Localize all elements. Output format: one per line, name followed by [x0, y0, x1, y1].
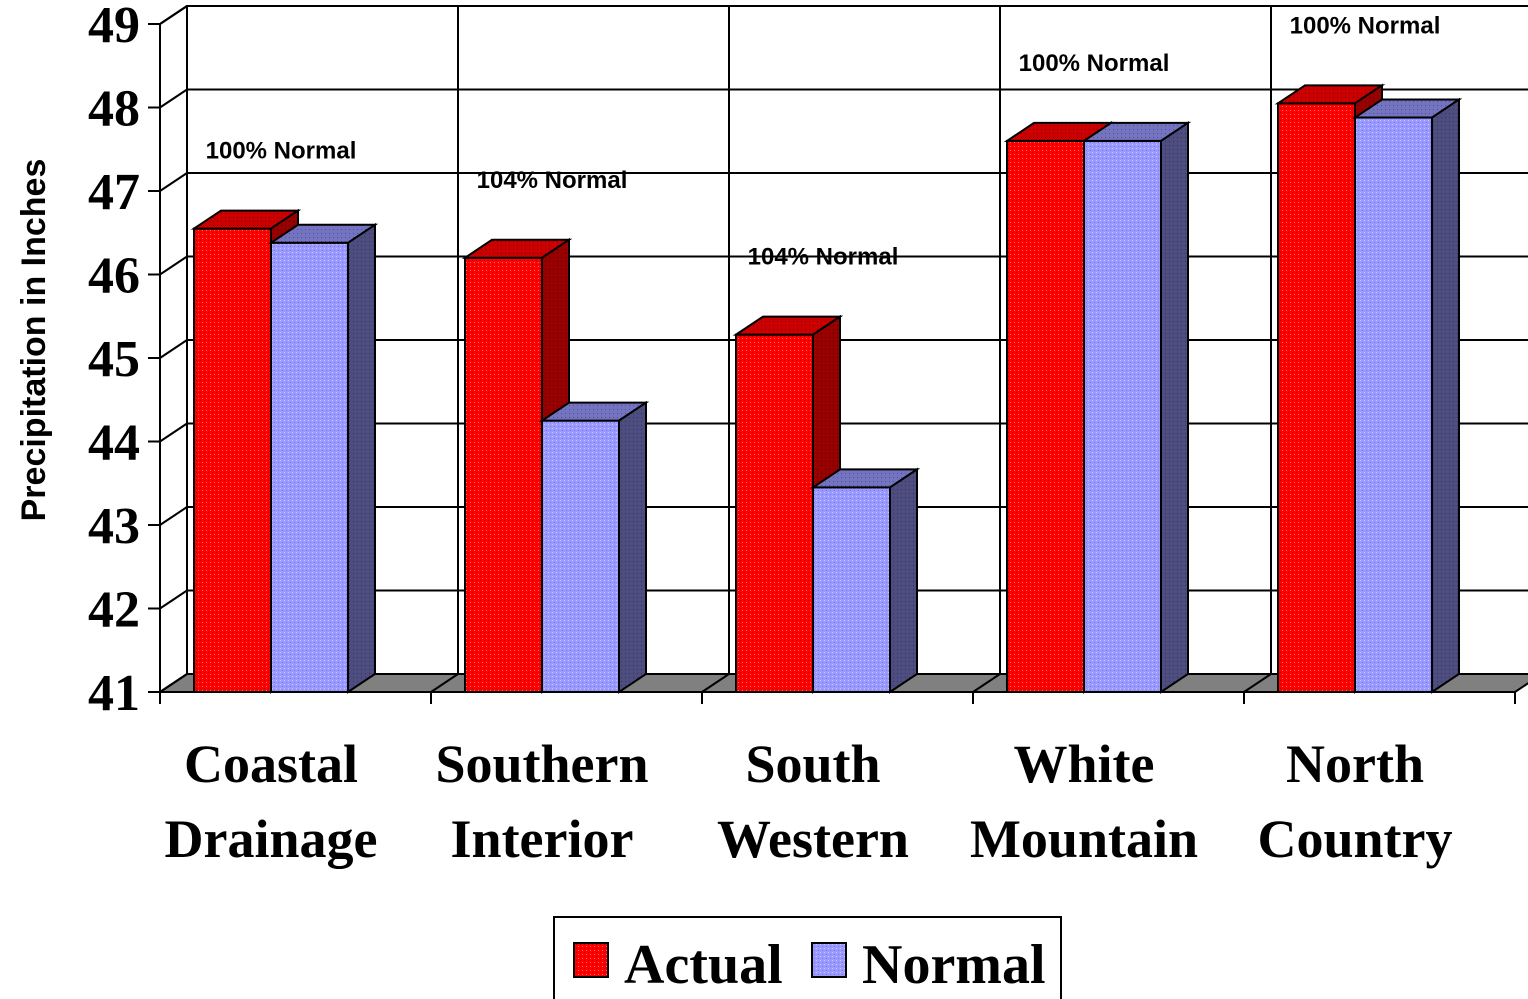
bar-normal-front	[812, 486, 891, 693]
bar-normal-side	[618, 400, 647, 694]
category-label-line2: Interior	[451, 809, 634, 869]
floor-divider	[972, 673, 1001, 693]
annotation-label: 100% Normal	[206, 138, 357, 165]
category-label-line2: Country	[1257, 809, 1452, 869]
y-tick-label: 41	[88, 665, 140, 722]
gridline-side	[159, 673, 188, 693]
category-label-line1: Southern	[435, 734, 648, 794]
bar-normal-front	[541, 419, 620, 693]
annotation-label: 104% Normal	[477, 167, 628, 194]
bar-normal-front	[1354, 116, 1433, 693]
gridline-side	[159, 422, 188, 443]
gridline-side	[159, 339, 188, 359]
bar-actual-front	[193, 227, 272, 693]
y-tick-label: 44	[88, 415, 140, 472]
bars	[190, 83, 1463, 694]
y-tick-label: 43	[88, 498, 140, 555]
gridline-side	[159, 172, 188, 192]
bar-normal-side	[1160, 121, 1189, 694]
y-tick-label: 42	[88, 582, 140, 639]
gridline-side	[159, 88, 188, 109]
category-label-line2: Western	[717, 809, 909, 869]
y-tick-label: 48	[88, 81, 140, 138]
y-tick-label: 46	[88, 248, 140, 305]
bar-actual-front	[1277, 102, 1356, 693]
floor-divider	[701, 673, 730, 693]
annotation-label: 100% Normal	[1019, 50, 1170, 77]
category-label-line2: Mountain	[970, 809, 1198, 869]
bar-normal-side	[1431, 97, 1460, 694]
y-axis-label: Precipitation in Inches	[15, 159, 53, 522]
legend-label-normal: Normal	[862, 934, 1046, 996]
bar-normal-front	[270, 241, 349, 694]
bar-actual-front	[464, 256, 543, 693]
gridline-side	[159, 506, 188, 526]
category-label-line1: Coastal	[184, 734, 358, 794]
floor-divider	[1243, 673, 1272, 693]
bar-normal-side	[889, 467, 918, 694]
y-tick-label: 47	[88, 164, 140, 221]
category-label-line2: Drainage	[165, 809, 378, 869]
labels: 41 42 43 44 45 46 47 48 49 100% Normal Coastal Drai…	[88, 0, 1453, 869]
gridline-side	[159, 589, 188, 610]
floor-divider	[430, 673, 459, 693]
bar-actual-front	[1006, 139, 1085, 693]
y-axis-top-edge	[159, 5, 188, 25]
legend-swatch-actual	[573, 942, 609, 978]
category-label-line1: White	[1014, 734, 1155, 794]
gridline-side	[159, 255, 188, 276]
legend: Actual Normal	[553, 916, 1062, 999]
category-label-line1: North	[1286, 734, 1424, 794]
bar-normal-side	[347, 222, 376, 694]
y-tick-label: 45	[88, 331, 140, 388]
legend-label-actual: Actual	[624, 934, 783, 996]
y-tick-label: 49	[88, 0, 140, 54]
bar-normal-front	[1083, 139, 1162, 693]
legend-swatch-normal	[811, 942, 847, 978]
annotation-label: 104% Normal	[748, 244, 899, 271]
annotation-label: 100% Normal	[1290, 12, 1441, 39]
legend-frame	[553, 916, 1062, 999]
bar-actual-front	[735, 333, 814, 693]
category-label-line1: South	[745, 734, 880, 794]
